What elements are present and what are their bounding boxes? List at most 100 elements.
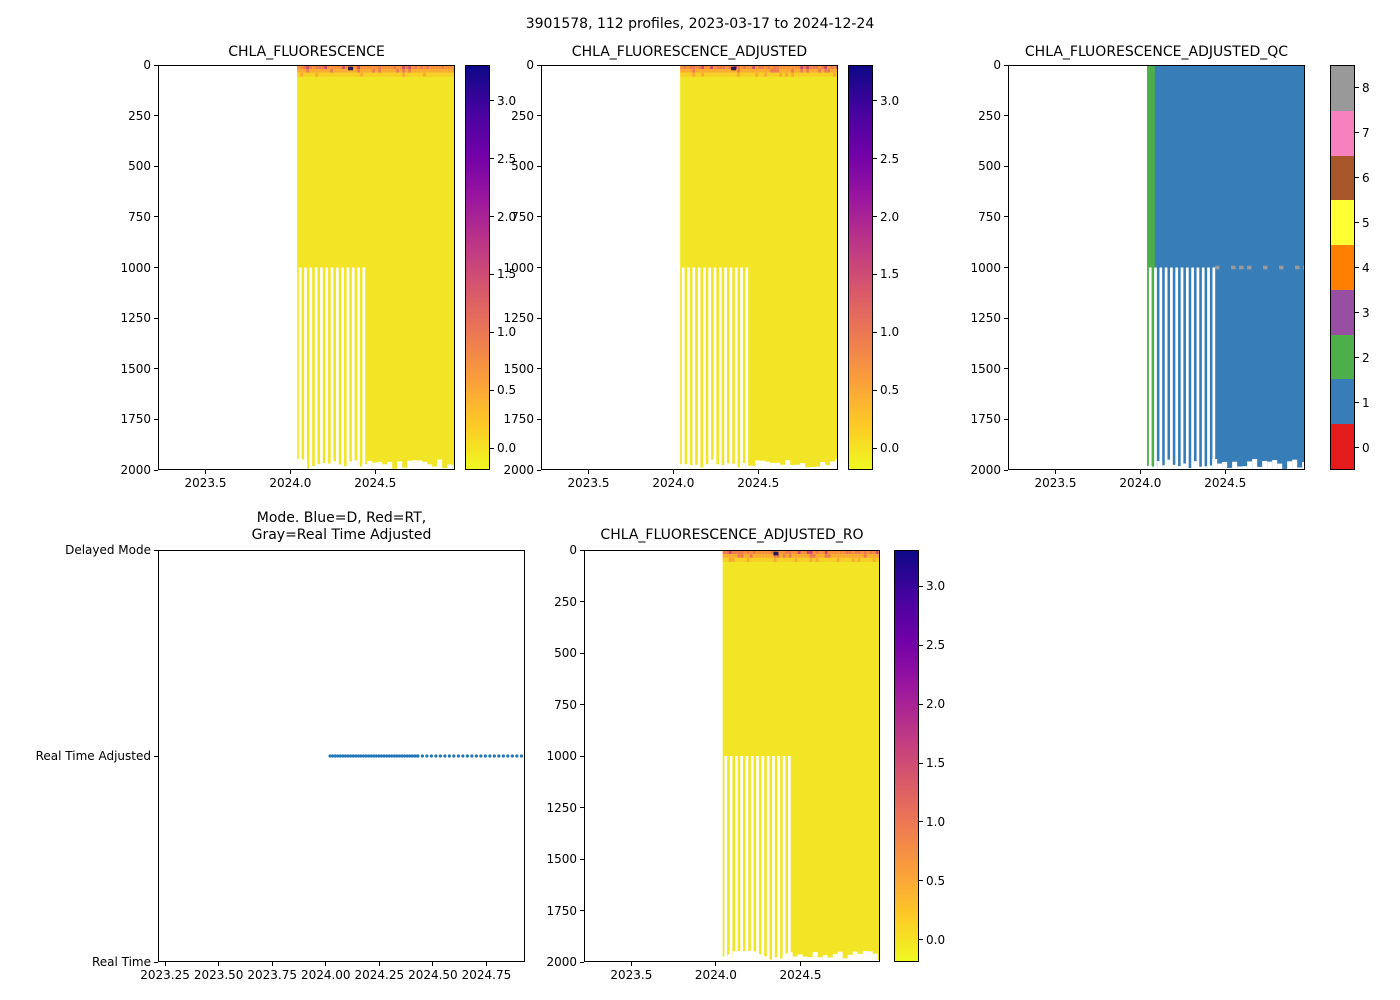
colorbar-tick-label: 0.0 (880, 441, 900, 455)
x-tick-label: 2024.0 (694, 968, 737, 982)
colorbar-tick-mark (873, 216, 877, 218)
x-tick-label: 2024.50 (408, 968, 458, 982)
colorbar-tick-label: 0.5 (926, 873, 946, 888)
title-chla-fluorescence-adjusted-ro: CHLA_FLUORESCENCE_ADJUSTED_RO (600, 527, 864, 543)
x-tick-mark (271, 962, 273, 966)
y-tick-mark (580, 807, 584, 808)
y-tick-mark (537, 64, 541, 66)
y-tick-label: 1250 (120, 311, 151, 326)
y-tick-mark (154, 368, 158, 370)
x-tick-label: 2023.5 (184, 476, 227, 490)
colorbar-tick-mark (490, 216, 494, 218)
colorbar-tick-label: 3.0 (926, 579, 946, 594)
y-tick-mark (580, 961, 584, 963)
colorbar-tick-label: 2.5 (880, 151, 900, 166)
colorbar-tick-label: 3.0 (880, 93, 900, 108)
colorbar-tick-label: 1.0 (497, 325, 517, 340)
y-tick-mark (154, 317, 158, 319)
axes-chla-fluorescence-adjusted (541, 65, 838, 470)
x-tick-mark (800, 962, 801, 966)
colorbar-tick-mark (919, 821, 923, 823)
y-tick-label: 1500 (503, 361, 534, 376)
title-chla-fluorescence-adjusted: CHLA_FLUORESCENCE_ADJUSTED (571, 44, 808, 60)
colorbar-tick-mark (873, 389, 877, 391)
y-tick-label: 1500 (120, 361, 151, 376)
colorbar-tick-label: 0.5 (880, 383, 900, 398)
colorbar-segment (1331, 155, 1354, 201)
x-tick-mark (164, 962, 166, 966)
y-tick-mark (154, 64, 158, 66)
colorbar-tick-mark (919, 762, 923, 764)
colorbar-tick-mark (1355, 177, 1359, 178)
y-tick-mark (1004, 216, 1008, 218)
colorbar-tick-label: 6 (1362, 170, 1370, 185)
x-tick-mark (218, 962, 220, 966)
y-tick-label: 1750 (120, 412, 151, 427)
y-tick-mark (537, 418, 541, 420)
y-tick-label: 1250 (546, 800, 577, 815)
y-tick-label: 1500 (546, 852, 577, 866)
y-tick-mark (154, 755, 158, 757)
colorbar-tick-mark (919, 703, 923, 705)
y-tick-label: 1250 (970, 311, 1001, 326)
colorbar-tick-mark (1355, 267, 1359, 268)
y-tick-mark (1004, 64, 1008, 66)
y-tick-label: 750 (554, 697, 577, 712)
colorbar-tick-label: 2.5 (926, 638, 946, 653)
colorbar-tick-mark (1355, 312, 1359, 313)
x-tick-mark (1055, 470, 1057, 474)
colorbar-segment (1331, 424, 1354, 469)
y-tick-mark (154, 961, 158, 963)
y-tick-mark (537, 165, 541, 167)
y-tick-label: 0 (526, 58, 534, 72)
x-tick-label: 2023.5 (610, 968, 653, 982)
colorbar-tick-label: 1.5 (880, 267, 900, 282)
y-tick-label: 750 (128, 209, 151, 224)
x-tick-mark (485, 962, 487, 966)
plot-canvas (584, 550, 880, 962)
x-tick-mark (1139, 470, 1141, 474)
colorbar (848, 65, 873, 470)
y-tick-mark (537, 469, 541, 471)
y-tick-label: 2000 (970, 463, 1001, 477)
colorbar-segment (1331, 245, 1354, 290)
y-tick-label: 500 (554, 646, 577, 660)
x-tick-label: 2023.5 (567, 476, 610, 490)
y-tick-label: 2000 (120, 463, 151, 477)
colorbar-tick-mark (490, 331, 494, 333)
y-tick-mark (537, 115, 541, 117)
y-tick-label: 0 (569, 543, 577, 557)
x-tick-label: 2023.50 (193, 968, 244, 982)
y-category-label: Real Time Adjusted (35, 749, 151, 763)
plot-canvas (541, 65, 838, 470)
colorbar-tick-label: 8 (1362, 80, 1370, 95)
x-tick-mark (630, 962, 632, 966)
title-chla-fluorescence: CHLA_FLUORESCENCE (228, 44, 385, 60)
colorbar-tick-mark (873, 158, 877, 160)
x-tick-label: 2024.0 (1119, 476, 1162, 490)
y-tick-mark (154, 267, 158, 268)
colorbar-tick-mark (1355, 357, 1359, 358)
colorbar-tick-mark (490, 389, 494, 391)
y-tick-mark (580, 910, 584, 911)
colorbar-tick-mark (919, 880, 923, 882)
y-tick-label: 500 (978, 159, 1001, 174)
colorbar-tick-label: 2.0 (497, 209, 517, 224)
colorbar-tick-label: 0.0 (497, 441, 517, 455)
y-tick-label: 1000 (120, 260, 151, 275)
y-tick-mark (154, 418, 158, 420)
y-tick-mark (1004, 469, 1008, 471)
x-tick-label: 2024.5 (737, 476, 780, 490)
y-tick-mark (154, 216, 158, 218)
colorbar-tick-mark (490, 447, 494, 449)
colorbar-tick-label: 3 (1362, 305, 1370, 320)
colorbar-tick-mark (490, 273, 494, 275)
y-tick-mark (154, 115, 158, 117)
y-tick-mark (154, 165, 158, 167)
colorbar-tick-mark (1355, 87, 1359, 88)
colorbar-tick-label: 1.0 (926, 814, 946, 829)
colorbar-tick-mark (873, 331, 877, 333)
colorbar-tick-mark (1355, 132, 1359, 133)
axes-chla-fluorescence (158, 65, 455, 470)
colorbar-segment (1331, 379, 1354, 425)
